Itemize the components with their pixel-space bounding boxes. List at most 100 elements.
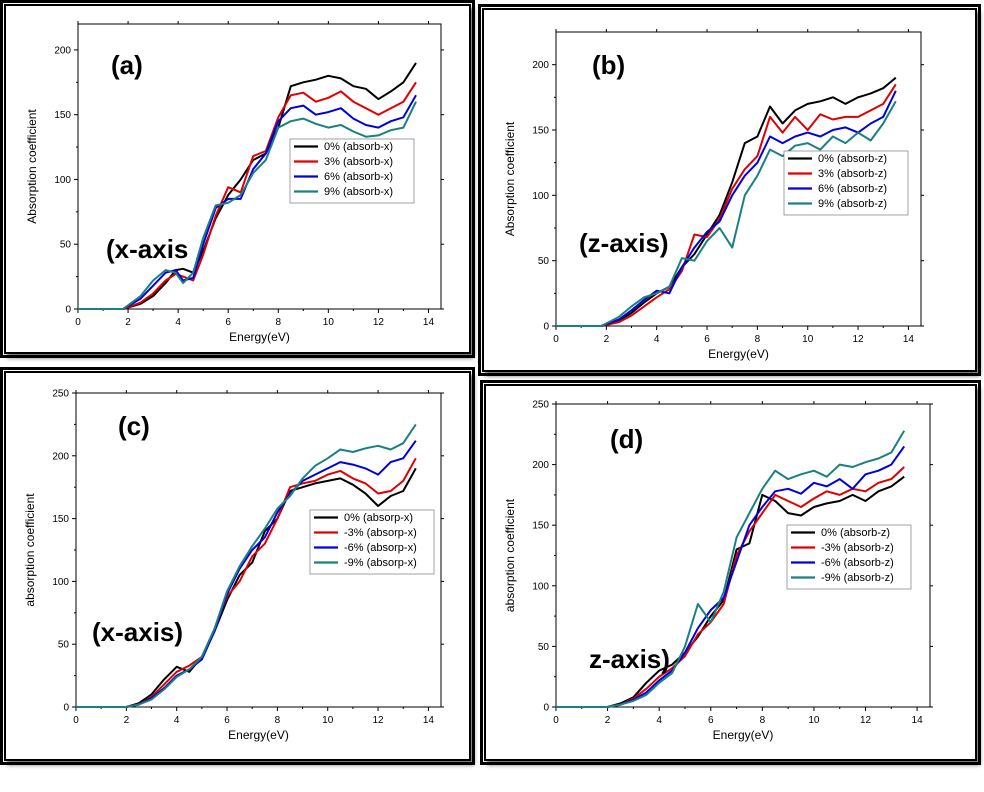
- legend-entry-2: 3% (absorb-z): [818, 168, 887, 180]
- axis-annotation: (x-axis): [92, 617, 183, 647]
- legend-entry-2: 3% (absorb-x): [324, 156, 393, 168]
- y-tick-label: 200: [532, 460, 549, 471]
- legend-entry-1: 0% (absorb-x): [324, 141, 393, 153]
- x-tick-label: 8: [755, 334, 761, 345]
- x-tick-label: 0: [73, 715, 79, 726]
- series-line-3: [556, 445, 906, 708]
- panel-label: (a): [111, 50, 143, 80]
- y-tick-label: 200: [52, 451, 69, 462]
- series-line-1: [76, 467, 417, 708]
- series-line-4: [76, 423, 417, 708]
- legend-entry-3: -6% (absorb-z): [821, 557, 894, 569]
- x-tick-label: 4: [175, 317, 181, 328]
- panel-a: 0 2 4 6 8 10 12 14 0 50 100 150 200 Energy(eV) Absorpt…: [0, 0, 475, 358]
- y-tick-label: 150: [532, 521, 549, 532]
- x-tick-label: 12: [860, 715, 872, 726]
- series-line-2: [76, 457, 417, 708]
- legend-entry-1: 0% (absorp-x): [344, 512, 413, 524]
- plot-frame: [77, 23, 442, 310]
- y-tick-label: 150: [532, 126, 549, 137]
- panel-d: 0 2 4 6 8 10 12 14 0 50 100 150 200 250 Energy(eV) abso…: [480, 380, 981, 765]
- x-tick-label: 0: [553, 334, 559, 345]
- legend-entry-4: -9% (absorp-x): [344, 557, 417, 569]
- chart-d: 0 2 4 6 8 10 12 14 0 50 100 150 200 250 Energy(eV) abso…: [503, 400, 933, 742]
- x-tick-label: 12: [853, 334, 865, 345]
- series-line-2: [556, 83, 897, 327]
- x-axis-label: Energy(eV): [713, 728, 774, 742]
- y-tick-label: 200: [532, 60, 549, 71]
- x-axis-label: Energy(eV): [228, 728, 289, 742]
- y-tick-label: 0: [63, 703, 69, 714]
- legend-entry-2: -3% (absorp-x): [344, 527, 417, 539]
- x-tick-label: 2: [604, 334, 610, 345]
- legend-entry-3: -6% (absorp-x): [344, 542, 417, 554]
- y-tick-label: 250: [532, 400, 549, 411]
- x-tick-label: 2: [124, 715, 130, 726]
- legend-entry-4: 9% (absorb-z): [818, 198, 887, 210]
- chart-c: 0 2 4 6 8 10 12 14 0 50 100 150 200 250 Energy(eV) abso…: [23, 389, 444, 742]
- y-axis-label: Absorption coefficient: [25, 109, 39, 224]
- y-tick-label: 100: [532, 191, 549, 202]
- series-line-4: [556, 430, 906, 708]
- panel-c: 0 2 4 6 8 10 12 14 0 50 100 150 200 250 Energy(eV) abso…: [0, 367, 475, 765]
- y-tick-label: 0: [65, 305, 71, 316]
- axis-annotation: (z-axis): [579, 228, 669, 258]
- panel-label: (b): [592, 50, 625, 80]
- legend-entry-4: -9% (absorb-z): [821, 572, 894, 584]
- legend-entry-1: 0% (absorb-z): [821, 527, 890, 539]
- y-tick-label: 50: [538, 256, 550, 267]
- axis-annotation: z-axis): [589, 644, 670, 674]
- y-tick-label: 250: [52, 389, 69, 400]
- y-tick-label: 150: [52, 514, 69, 525]
- panel-label: (c): [118, 411, 150, 441]
- x-tick-label: 0: [75, 317, 81, 328]
- x-tick-label: 10: [802, 334, 814, 345]
- x-tick-label: 4: [656, 715, 662, 726]
- x-tick-label: 12: [373, 715, 385, 726]
- series-line-1: [556, 76, 897, 327]
- chart-b: 0 2 4 6 8 10 12 14 0 50 100 150 200 Energy(eV) Absorpt…: [503, 29, 924, 361]
- y-tick-label: 50: [538, 642, 550, 653]
- y-axis-label: Absorption coefficient: [503, 121, 517, 236]
- x-tick-label: 8: [275, 715, 281, 726]
- x-tick-label: 6: [224, 715, 230, 726]
- plot-frame: [555, 31, 922, 327]
- x-tick-label: 8: [760, 715, 766, 726]
- y-tick-label: 50: [58, 640, 70, 651]
- x-tick-label: 10: [323, 317, 335, 328]
- legend-entry-3: 6% (absorb-z): [818, 183, 887, 195]
- x-tick-label: 4: [174, 715, 180, 726]
- series-line-3: [556, 90, 897, 327]
- series-line-4: [78, 101, 417, 310]
- x-tick-label: 6: [708, 715, 714, 726]
- series-line-1: [78, 62, 417, 310]
- x-tick-label: 10: [322, 715, 334, 726]
- y-axis-label: absorption coefficient: [503, 498, 517, 612]
- legend-entry-2: -3% (absorb-z): [821, 542, 894, 554]
- y-tick-label: 100: [54, 175, 71, 186]
- x-tick-label: 2: [125, 317, 131, 328]
- x-tick-label: 4: [654, 334, 660, 345]
- x-tick-label: 6: [225, 317, 231, 328]
- y-axis-label: absorption coefficient: [23, 493, 37, 607]
- x-axis-label: Energy(eV): [229, 330, 290, 344]
- y-tick-label: 150: [54, 110, 71, 121]
- x-tick-label: 0: [553, 715, 559, 726]
- series-line-4: [556, 100, 897, 327]
- legend-entry-4: 9% (absorb-x): [324, 186, 393, 198]
- x-tick-label: 10: [808, 715, 820, 726]
- panel-b: 0 2 4 6 8 10 12 14 0 50 100 150 200 Energy(eV) Absorpt…: [478, 4, 981, 376]
- x-tick-label: 8: [275, 317, 281, 328]
- x-tick-label: 14: [912, 715, 924, 726]
- y-tick-label: 0: [543, 703, 549, 714]
- x-tick-label: 14: [423, 317, 435, 328]
- y-tick-label: 100: [532, 581, 549, 592]
- x-tick-label: 12: [373, 317, 385, 328]
- x-tick-label: 2: [605, 715, 611, 726]
- panel-label: (d): [610, 424, 643, 454]
- x-axis-label: Energy(eV): [708, 347, 769, 361]
- y-tick-label: 0: [543, 322, 549, 333]
- series-line-3: [76, 440, 417, 708]
- chart-a: 0 2 4 6 8 10 12 14 0 50 100 150 200 Energy(eV) Absorpt…: [25, 21, 444, 344]
- axis-annotation: (x-axis: [106, 234, 188, 264]
